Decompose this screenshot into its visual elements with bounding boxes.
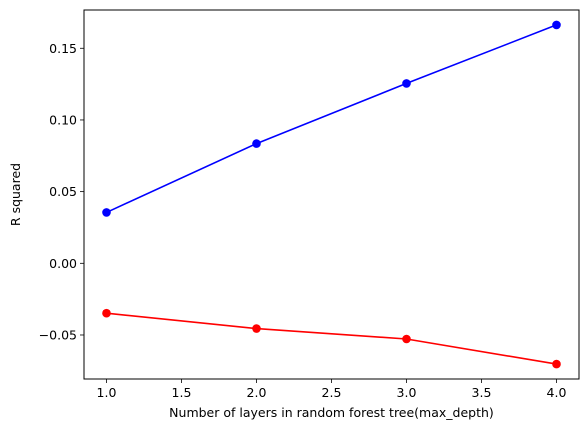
series-layer bbox=[102, 20, 561, 369]
x-tick-label: 1.5 bbox=[172, 385, 192, 400]
y-tick-label: 0.00 bbox=[49, 256, 77, 271]
series-1-point bbox=[102, 208, 111, 217]
x-tick-label: 4.0 bbox=[547, 385, 567, 400]
x-tick-label: 2.0 bbox=[247, 385, 267, 400]
x-tick-label: 1.0 bbox=[97, 385, 117, 400]
x-axis-label: Number of layers in random forest tree(m… bbox=[169, 405, 494, 420]
series-2-point bbox=[102, 308, 111, 318]
series-1-line bbox=[106, 24, 557, 214]
x-axis-ticks: 1.0 1.5 2.0 2.5 3.0 3.5 4.0 bbox=[97, 379, 567, 400]
series-2-point bbox=[402, 334, 411, 344]
y-tick-label: 0.15 bbox=[49, 41, 77, 56]
x-tick-label: 3.5 bbox=[472, 385, 492, 400]
y-tick-label: 0.05 bbox=[49, 184, 77, 199]
x-tick-label: 2.5 bbox=[322, 385, 342, 400]
x-tick-label: 3.0 bbox=[397, 385, 417, 400]
y-tick-label: 0.10 bbox=[49, 112, 77, 127]
series-1-point bbox=[552, 20, 561, 30]
series-1-point bbox=[252, 139, 261, 148]
series-2-line bbox=[106, 312, 557, 365]
series-2-point bbox=[552, 359, 561, 369]
y-tick-label: −0.05 bbox=[39, 327, 77, 342]
series-1-point bbox=[402, 79, 411, 88]
y-axis-ticks: −0.05 0.00 0.05 0.10 0.15 bbox=[39, 41, 84, 342]
y-axis-label: R squared bbox=[8, 163, 23, 226]
series-2-point bbox=[252, 324, 261, 333]
plot-area-frame bbox=[83, 9, 580, 380]
